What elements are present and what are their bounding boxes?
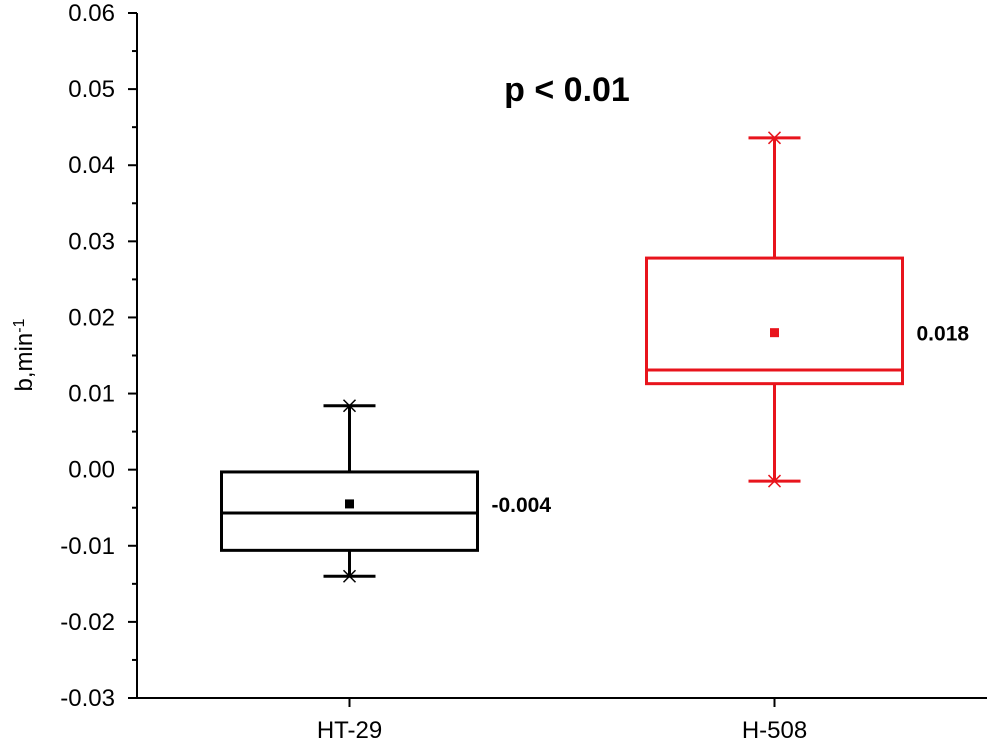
- y-tick-label: 0.04: [68, 152, 115, 179]
- y-tick-label: 0.05: [68, 76, 115, 103]
- y-axis-ticks: -0.03 -0.02 -0.01 0.00 0.01 0.02 0.03 0.04 0.05 0…: [60, 0, 807, 744]
- y-tick-label: 0.03: [68, 228, 115, 255]
- min-marker: [767, 474, 782, 488]
- y-tick-label: -0.02: [60, 609, 115, 636]
- significance-annotation: p < 0.01: [504, 71, 630, 109]
- y-axis-label-exponent: -1: [11, 318, 28, 332]
- y-axis-label-main: b,min: [11, 333, 38, 392]
- mean-point: [770, 328, 779, 338]
- y-tick-label: -0.03: [60, 685, 115, 712]
- mean-value-label: -0.004: [492, 494, 552, 517]
- y-tick-label: 0.06: [68, 0, 115, 27]
- y-tick-label: 0.00: [68, 457, 115, 484]
- min-marker: [342, 569, 357, 583]
- y-tick-label: 0.02: [68, 304, 115, 331]
- mean-point: [345, 499, 354, 509]
- max-marker: [342, 399, 357, 413]
- box-h-508: 0.018: [645, 131, 970, 488]
- x-tick-label: H-508: [742, 717, 807, 744]
- interquartile-box: [220, 470, 479, 552]
- box-plot-series: -0.004 0.018: [220, 131, 970, 583]
- mean-value-label: 0.018: [917, 323, 970, 346]
- max-marker: [767, 131, 782, 145]
- y-tick-label: -0.01: [60, 533, 115, 560]
- interquartile-box: [645, 256, 904, 386]
- y-axis-label: b,min-1: [11, 318, 39, 391]
- box-ht-29: -0.004: [220, 399, 552, 583]
- x-tick-label: HT-29: [317, 717, 382, 744]
- y-tick-label: 0.01: [68, 381, 115, 408]
